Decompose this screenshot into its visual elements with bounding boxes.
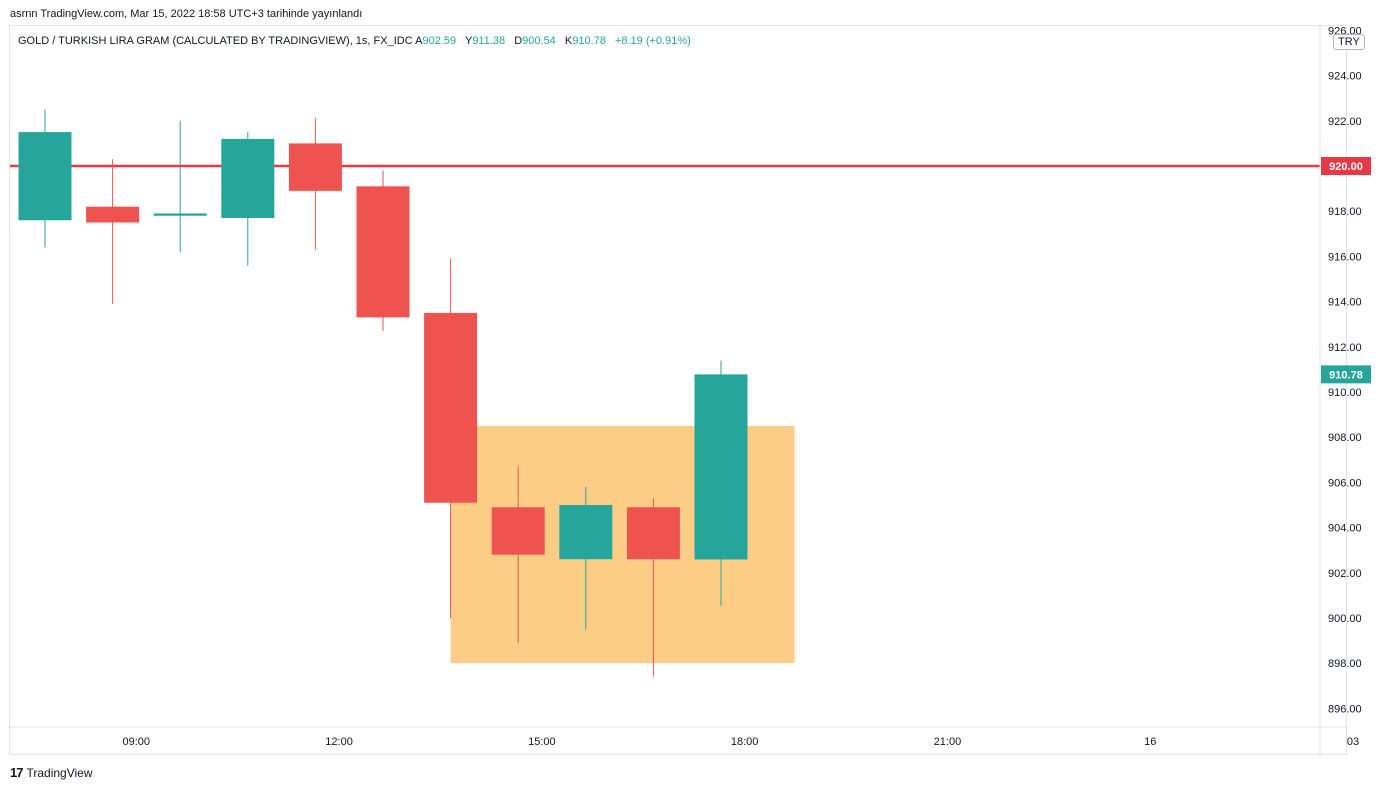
x-tick-label: 16 xyxy=(1144,736,1156,748)
candle-body xyxy=(491,507,545,555)
y-tick-label: 912.00 xyxy=(1328,342,1362,354)
symbol-legend: GOLD / TURKISH LIRA GRAM (CALCULATED BY … xyxy=(18,35,691,47)
y-tick-label: 908.00 xyxy=(1328,432,1362,444)
candle-body xyxy=(221,138,275,218)
candle[interactable] xyxy=(491,466,545,643)
change-value: +8.19 (+0.91%) xyxy=(614,35,691,47)
high-label: Y xyxy=(464,35,473,47)
x-tick-label: 03 xyxy=(1347,736,1359,748)
y-tick-label: 922.00 xyxy=(1328,116,1362,128)
y-tick-label: 914.00 xyxy=(1328,297,1362,309)
candle-body xyxy=(356,186,410,318)
currency-badge[interactable]: TRY xyxy=(1333,34,1365,50)
symbol-name: GOLD / TURKISH LIRA GRAM (CALCULATED BY … xyxy=(18,35,413,47)
x-tick-label: 09:00 xyxy=(122,736,150,748)
candle-body xyxy=(694,374,748,560)
y-tick-label: 898.00 xyxy=(1328,658,1362,670)
x-tick-label: 15:00 xyxy=(528,736,556,748)
publisher-text: asrnn TradingView.com, Mar 15, 2022 18:5… xyxy=(10,8,363,20)
close-label: K xyxy=(564,35,573,47)
candle-body xyxy=(18,132,72,221)
candle[interactable] xyxy=(288,118,342,250)
brand-text: TradingView xyxy=(26,765,93,780)
x-tick-label: 21:00 xyxy=(934,736,962,748)
y-tick-label: 918.00 xyxy=(1328,206,1362,218)
candle[interactable] xyxy=(626,498,680,677)
level-price-tag-bg xyxy=(1321,157,1371,175)
level-price-tag: 920.00 xyxy=(1321,157,1371,175)
footer-brand[interactable]: 17 TradingView xyxy=(10,765,93,780)
y-tick-label: 902.00 xyxy=(1328,568,1362,580)
y-tick-label: 916.00 xyxy=(1328,251,1362,263)
candle[interactable] xyxy=(356,170,410,331)
candle-body xyxy=(153,213,207,216)
candle[interactable] xyxy=(694,360,748,606)
last-price-tag-bg xyxy=(1321,365,1371,384)
tradingview-logo: 17 xyxy=(10,765,24,780)
candle-layer xyxy=(18,109,748,677)
candle[interactable] xyxy=(559,486,613,630)
candle[interactable] xyxy=(424,258,478,618)
low-label: D xyxy=(514,35,523,47)
open-label: A xyxy=(415,35,423,47)
candle[interactable] xyxy=(86,159,140,304)
candle[interactable] xyxy=(221,132,275,266)
open-value: 902.59 xyxy=(422,35,457,47)
x-tick-label: 18:00 xyxy=(731,736,759,748)
last-price-tag: 910.78 xyxy=(1321,365,1371,384)
y-tick-label: 900.00 xyxy=(1328,613,1362,625)
last-price-tag-label: 910.78 xyxy=(1329,369,1363,381)
level-price-tag-label: 920.00 xyxy=(1329,161,1363,173)
candle-body xyxy=(559,505,613,560)
candle[interactable] xyxy=(18,109,72,248)
y-tick-label: 904.00 xyxy=(1328,523,1362,535)
candle-body xyxy=(424,312,478,503)
candle[interactable] xyxy=(153,120,207,252)
tag-layer: 920.00 910.78 xyxy=(1321,157,1371,384)
candle-body xyxy=(288,143,342,191)
candle-body xyxy=(86,206,140,223)
y-tick-label: 910.00 xyxy=(1328,387,1362,399)
low-value: 900.54 xyxy=(522,35,556,47)
close-value: 910.78 xyxy=(572,35,606,47)
candle-body xyxy=(626,507,680,560)
y-tick-label: 906.00 xyxy=(1328,477,1362,489)
x-tick-label: 12:00 xyxy=(325,736,353,748)
y-tick-label: 896.00 xyxy=(1328,703,1362,715)
high-value: 911.38 xyxy=(472,35,506,47)
chart-frame[interactable] xyxy=(9,25,1347,755)
y-tick-label: 924.00 xyxy=(1328,71,1362,83)
